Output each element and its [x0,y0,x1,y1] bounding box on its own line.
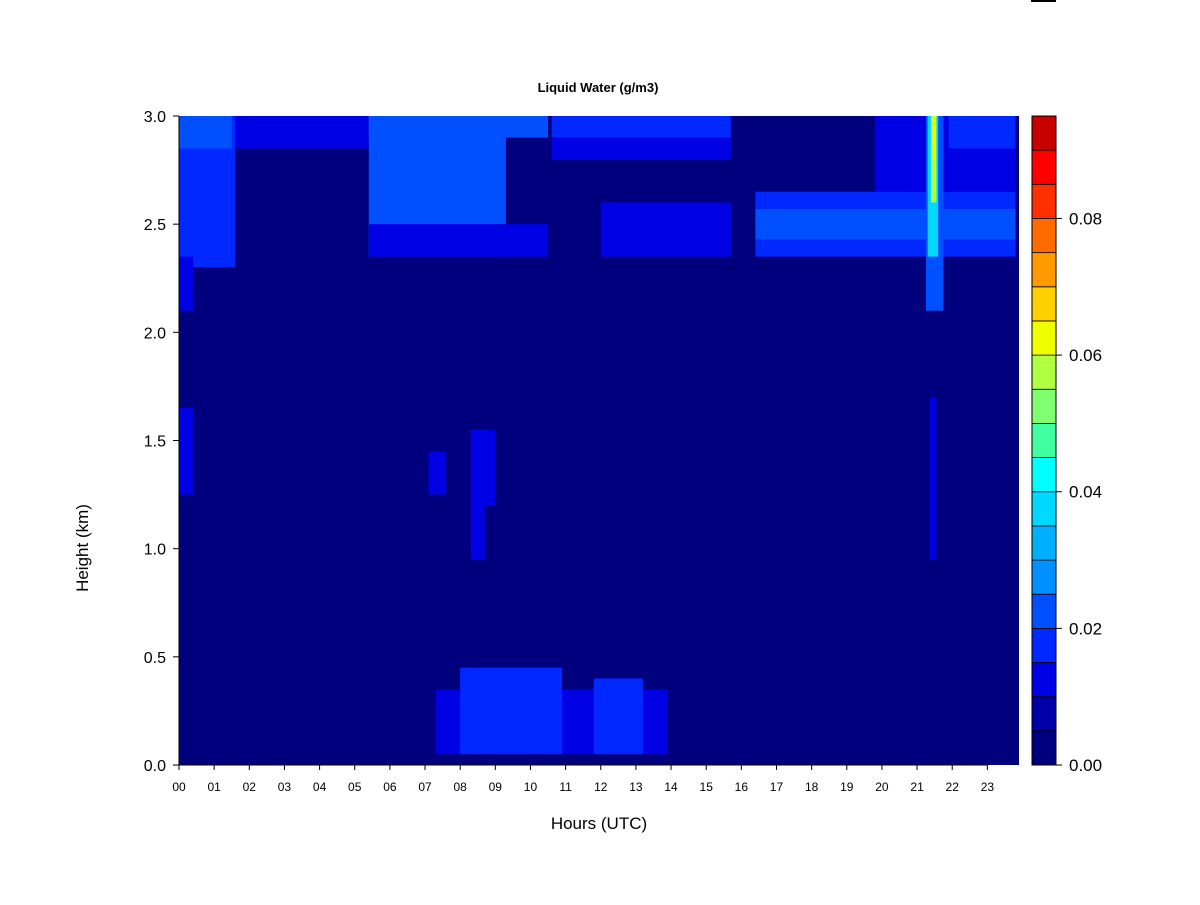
x-tick-label: 17 [770,780,784,794]
x-tick-label: 19 [840,780,854,794]
y-tick-label: 0.0 [144,758,166,775]
x-tick-label: 23 [981,780,995,794]
y-tick-label: 1.0 [144,542,166,559]
colorbar-frame [1031,115,1057,766]
plot-area [179,116,1019,765]
heatmap-cell [179,256,194,311]
colorbar-segment [1031,627,1057,663]
heatmap-cell [235,116,369,149]
x-tick-label: 10 [524,780,538,794]
x-tick-label: 02 [243,780,257,794]
x-tick-label: 12 [594,780,608,794]
chart-title: Liquid Water (g/m3) [538,80,659,95]
x-axis: 00 01 02 03 04 05 06 07 08 09 10 11 12 13 14 15 16 17 18 19… [172,764,995,794]
colorbar-segment [1031,730,1057,766]
y-tick-label: 2.0 [144,325,166,342]
x-tick-label: 22 [946,780,960,794]
x-tick-label: 20 [875,780,889,794]
x-axis-label: Hours (UTC) [551,814,647,833]
x-tick-label: 04 [313,780,327,794]
colorbar-segment [1031,252,1057,288]
y-axis-label: Height (km) [73,504,92,592]
colorbar-segment [1031,149,1057,185]
colorbar-segment [1031,354,1057,390]
top-edge-mark [1031,0,1056,2]
heatmap-cell [368,224,549,257]
x-tick-label: 07 [418,780,432,794]
x-tick-label: 05 [348,780,362,794]
y-tick-label: 2.5 [144,217,166,234]
heatmap-cell [929,397,937,560]
heatmap-cell [179,408,194,495]
colorbar-segment [1031,457,1057,493]
x-tick-label: 06 [383,780,397,794]
y-tick-label: 3.0 [144,109,166,126]
colorbar-segment [1031,491,1057,527]
x-tick-label: 13 [629,780,643,794]
colorbar-tick-label: 0.04 [1069,483,1102,502]
colorbar: 0.00 0.02 0.04 0.06 0.08 [1031,115,1102,775]
colorbar-tick-label: 0.08 [1069,209,1102,228]
x-tick-label: 18 [805,780,819,794]
x-tick-label: 21 [910,780,924,794]
heatmap-cell [593,678,643,755]
colorbar-segment [1031,320,1057,356]
x-tick-label: 00 [172,780,186,794]
x-tick-label: 09 [489,780,503,794]
x-tick-label: 08 [453,780,467,794]
colorbar-segment [1031,388,1057,424]
heatmap-cell [600,202,731,257]
heatmap-cell [551,116,731,138]
heatmap-cell [470,505,485,560]
colorbar-segment [1031,559,1057,595]
y-tick-label: 1.5 [144,434,166,451]
colorbar-segment [1031,115,1057,151]
x-tick-label: 11 [559,780,572,794]
x-tick-label: 01 [207,780,221,794]
heatmap-cell [368,116,549,138]
heatmap-cell [551,137,731,160]
colorbar-segment [1031,423,1057,458]
heatmap-cell [932,116,936,160]
colorbar-segment [1031,593,1057,629]
colorbar-tick-label: 0.00 [1069,756,1102,775]
heatmap-cell [755,209,1016,240]
colorbar-tick-label: 0.02 [1069,619,1102,638]
y-tick-label: 0.5 [144,650,166,667]
x-tick-label: 03 [278,780,292,794]
colorbar-segment [1031,662,1057,698]
colorbar-segment [1031,218,1057,254]
x-tick-label: 16 [735,780,749,794]
colorbar-segment [1031,525,1057,561]
colorbar-segment [1031,286,1057,322]
heatmap-cell [428,451,447,495]
y-axis: 0.0 0.5 1.0 1.5 2.0 2.5 3.0 [144,109,180,775]
heatmap-cell [179,116,232,149]
colorbar-tick-label: 0.06 [1069,346,1102,365]
heatmap-cell [460,667,563,755]
heatmap-cell [470,429,496,506]
colorbar-segment [1031,183,1057,219]
x-tick-label: 14 [664,780,678,794]
colorbar-segment [1031,696,1057,732]
heatmap-cell [948,116,1016,149]
x-tick-label: 15 [700,780,714,794]
